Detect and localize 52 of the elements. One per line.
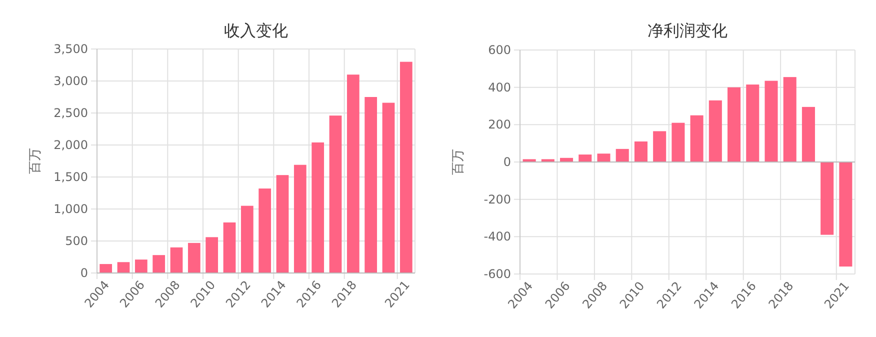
y-tick-label: 2,500 (54, 106, 88, 120)
bar (400, 62, 412, 273)
y-tick-label: 600 (488, 43, 511, 57)
y-tick-label: 0 (80, 266, 88, 280)
bar (690, 115, 704, 162)
bar (578, 154, 592, 162)
bar (708, 100, 722, 162)
bar (152, 255, 166, 273)
y-tick-label: 3,000 (54, 74, 88, 88)
y-tick-label: -600 (484, 267, 511, 281)
bar (820, 162, 834, 235)
bar (346, 74, 360, 273)
y-tick-label: 3,500 (54, 42, 88, 56)
bar (839, 162, 852, 267)
bar (802, 106, 815, 162)
bar (312, 142, 324, 273)
y-axis-title: 百万 (28, 148, 43, 174)
y-tick-label: 2,000 (54, 138, 88, 152)
bar (258, 188, 272, 273)
bar (134, 260, 148, 273)
y-tick-label: 200 (488, 118, 511, 132)
bar (329, 116, 342, 273)
bar (364, 97, 378, 273)
bar (783, 77, 796, 162)
bar (616, 148, 629, 162)
y-tick-label: 0 (503, 155, 511, 169)
y-tick-label: 1,000 (54, 202, 88, 216)
bar (240, 206, 254, 273)
bar (382, 102, 395, 273)
bar (170, 247, 183, 273)
bar (188, 242, 200, 273)
y-tick-label: -400 (484, 230, 511, 244)
bar (100, 264, 112, 273)
y-tick-label: -200 (484, 192, 511, 206)
bar (672, 122, 685, 162)
bar (117, 262, 130, 273)
bar (294, 164, 306, 273)
y-tick-label: 400 (488, 80, 511, 94)
bar (206, 237, 218, 273)
y-tick-label: 1,500 (54, 170, 88, 184)
y-axis-title: 百万 (451, 149, 466, 175)
bar (653, 131, 666, 162)
y-tick-label: 500 (65, 234, 88, 248)
bar (276, 175, 289, 273)
bar (634, 141, 648, 162)
bar (728, 87, 741, 162)
chart-title: 净利润变化 (648, 21, 728, 40)
bar (746, 84, 760, 162)
bar (764, 80, 778, 162)
chart-title: 收入变化 (224, 21, 288, 40)
bar (223, 222, 236, 273)
bar (597, 154, 610, 162)
